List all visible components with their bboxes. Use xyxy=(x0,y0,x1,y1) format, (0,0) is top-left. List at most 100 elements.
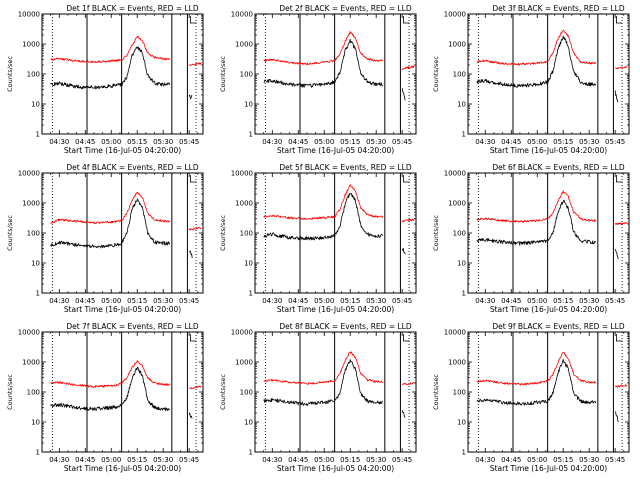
x-tick-label: 04:30 xyxy=(49,297,69,305)
y-tick-label: 10 xyxy=(31,101,40,109)
x-tick-label: 04:30 xyxy=(475,297,495,305)
x-tick-label: 05:00 xyxy=(101,138,121,146)
plot-frame xyxy=(41,13,204,135)
marker-bracket xyxy=(403,16,410,24)
x-tick-label: 05:45 xyxy=(392,138,412,146)
events-series-line xyxy=(50,46,171,90)
x-tick-label: 05:15 xyxy=(127,456,147,464)
marker-bracket xyxy=(190,16,197,24)
x-tick-label: 05:30 xyxy=(579,297,599,305)
x-tick-label: 05:15 xyxy=(340,138,360,146)
lld-series-line xyxy=(476,351,597,386)
x-tick-label: 05:00 xyxy=(101,297,121,305)
marker-bracket xyxy=(403,175,410,183)
y-tick-label: 10000 xyxy=(231,11,253,19)
events-series-line xyxy=(476,358,597,406)
detector-panel: Det 2f BLACK = Events, RED = LLD 1 10 100 10… xyxy=(219,4,417,155)
x-tick-label: 05:15 xyxy=(127,138,147,146)
x-tick-label: 04:45 xyxy=(288,456,308,464)
y-tick-label: 1 xyxy=(249,290,253,298)
x-tick-label: 05:15 xyxy=(340,297,360,305)
detector-panel: Det 8f BLACK = Events, RED = LLD 1 10 100 10… xyxy=(219,322,417,473)
x-tick-label: 04:30 xyxy=(262,297,282,305)
y-tick-label: 1000 xyxy=(22,41,40,49)
x-tick-label: 04:30 xyxy=(49,138,69,146)
y-tick-label: 100 xyxy=(453,230,466,238)
x-tick-label: 04:30 xyxy=(475,456,495,464)
y-tick-label: 1000 xyxy=(448,41,466,49)
x-axis-label: Start Time (16-Jul-05 04:20:00) xyxy=(490,146,607,155)
y-tick-label: 100 xyxy=(240,230,253,238)
x-tick-label: 05:30 xyxy=(579,456,599,464)
y-tick-label: 1 xyxy=(36,449,40,457)
y-tick-label: 100 xyxy=(27,230,40,238)
y-tick-label: 1 xyxy=(249,131,253,139)
x-tick-label: 04:45 xyxy=(75,138,95,146)
x-tick-label: 05:30 xyxy=(153,456,173,464)
x-axis-label: Start Time (16-Jul-05 04:20:00) xyxy=(64,146,181,155)
marker-bracket xyxy=(616,16,623,24)
panel-title: Det 8f BLACK = Events, RED = LLD xyxy=(279,322,412,331)
y-tick-label: 10000 xyxy=(18,11,40,19)
y-tick-label: 1 xyxy=(249,449,253,457)
y-tick-label: 10000 xyxy=(444,329,466,337)
marker-bracket xyxy=(403,334,410,342)
panel-title: Det 3f BLACK = Events, RED = LLD xyxy=(492,4,625,13)
lld-series-line xyxy=(263,351,383,385)
y-tick-label: 1 xyxy=(36,290,40,298)
detector-panel: Det 7f BLACK = Events, RED = LLD 1 10 100 10… xyxy=(6,322,204,473)
x-tick-label: 05:30 xyxy=(366,456,386,464)
y-tick-label: 100 xyxy=(453,71,466,79)
y-tick-label: 1000 xyxy=(448,200,466,208)
lld-series-line xyxy=(50,360,171,388)
y-axis-label: Counts/sec xyxy=(6,56,14,92)
y-tick-label: 10 xyxy=(244,260,253,268)
x-tick-label: 04:45 xyxy=(75,297,95,305)
x-tick-label: 05:45 xyxy=(392,297,412,305)
y-tick-label: 1000 xyxy=(235,200,253,208)
detector-panel: Det 1f BLACK = Events, RED = LLD 1 10 100 10… xyxy=(6,4,204,155)
x-tick-label: 05:45 xyxy=(605,138,625,146)
x-tick-label: 04:45 xyxy=(501,456,521,464)
lld-series-line xyxy=(401,381,415,386)
x-tick-label: 05:30 xyxy=(153,138,173,146)
events-series-line xyxy=(188,94,193,100)
panel-title: Det 1f BLACK = Events, RED = LLD xyxy=(66,4,199,13)
lld-series-line xyxy=(401,65,415,70)
y-tick-label: 10 xyxy=(244,419,253,427)
y-tick-label: 10000 xyxy=(18,329,40,337)
events-series-line xyxy=(189,250,193,259)
y-axis-label: Counts/sec xyxy=(6,215,14,251)
x-tick-label: 04:30 xyxy=(49,456,69,464)
x-axis-label: Start Time (16-Jul-05 04:20:00) xyxy=(277,146,394,155)
lld-series-line xyxy=(476,29,597,66)
plot-frame xyxy=(254,331,417,453)
plot-frame xyxy=(41,172,204,294)
lld-series-line xyxy=(615,66,628,70)
events-series-line xyxy=(50,198,171,249)
lld-series-line xyxy=(263,31,384,66)
lld-series-line xyxy=(188,226,202,231)
x-axis-label: Start Time (16-Jul-05 04:20:00) xyxy=(277,464,394,473)
marker-bracket xyxy=(616,334,623,342)
lld-series-line xyxy=(476,190,597,223)
panel-title: Det 4f BLACK = Events, RED = LLD xyxy=(66,163,199,172)
marker-bracket xyxy=(616,175,623,183)
y-tick-label: 10 xyxy=(244,101,253,109)
x-tick-label: 05:15 xyxy=(340,456,360,464)
x-tick-label: 05:00 xyxy=(527,297,547,305)
events-series-line xyxy=(401,410,406,418)
x-tick-label: 05:30 xyxy=(366,138,386,146)
y-axis-label: Counts/sec xyxy=(219,56,227,92)
x-tick-label: 05:30 xyxy=(579,138,599,146)
x-tick-label: 05:00 xyxy=(527,456,547,464)
x-tick-label: 05:00 xyxy=(314,297,334,305)
detector-panel: Det 5f BLACK = Events, RED = LLD 1 10 100 10… xyxy=(219,163,417,314)
y-tick-label: 10 xyxy=(457,101,466,109)
events-series-line xyxy=(614,90,619,103)
x-tick-label: 05:45 xyxy=(605,456,625,464)
x-tick-label: 05:30 xyxy=(366,297,386,305)
y-tick-label: 10 xyxy=(457,419,466,427)
y-axis-label: Counts/sec xyxy=(219,374,227,410)
events-series-line xyxy=(263,359,383,407)
